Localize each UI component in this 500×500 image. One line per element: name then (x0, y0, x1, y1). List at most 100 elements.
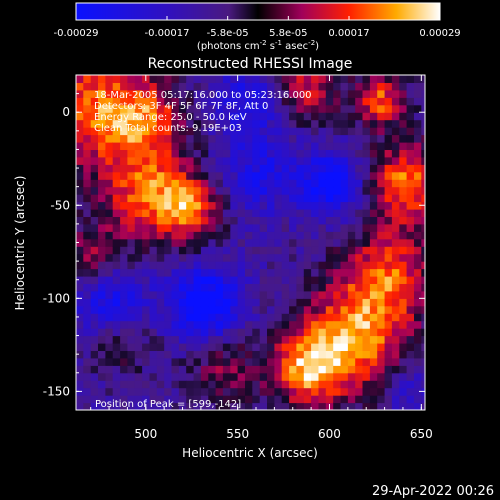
heatmap-cell (230, 313, 239, 322)
heatmap-cell (303, 290, 312, 299)
heatmap-cell (245, 119, 253, 128)
heatmap-cell (384, 142, 393, 150)
heatmap-cell (237, 179, 246, 188)
heatmap-cell (120, 179, 128, 188)
heatmap-cell (98, 313, 106, 322)
heatmap-cell (289, 357, 297, 366)
heatmap-cell (105, 320, 114, 329)
heatmap-cell (127, 372, 136, 381)
heatmap-cell (76, 194, 84, 203)
heatmap-cell (259, 97, 268, 106)
heatmap-cell (340, 261, 349, 270)
heatmap-cell (237, 149, 246, 158)
heatmap-cell (134, 350, 143, 359)
heatmap-cell (274, 387, 283, 396)
heatmap-cell (267, 75, 275, 83)
heatmap-cell (193, 231, 202, 240)
heatmap-cell (171, 223, 180, 232)
heatmap-cell (377, 305, 386, 314)
heatmap-cell (296, 253, 305, 262)
heatmap-cell (193, 402, 202, 410)
heatmap-cell (267, 268, 275, 277)
heatmap-cell (245, 179, 253, 188)
heatmap-cell (325, 268, 334, 277)
heatmap-cell (421, 290, 425, 299)
heatmap-cell (384, 97, 393, 106)
heatmap-cell (384, 253, 393, 262)
heatmap-cell (98, 231, 106, 240)
heatmap-cell (90, 343, 99, 351)
heatmap-cell (127, 283, 136, 292)
heatmap-cell (281, 253, 290, 262)
heatmap-cell (303, 283, 312, 292)
heatmap-cell (406, 313, 415, 322)
heatmap-cell (112, 372, 121, 381)
heatmap-cell (252, 223, 261, 232)
heatmap-cell (281, 238, 290, 247)
heatmap-cell (391, 142, 400, 150)
heatmap-cell (200, 164, 209, 173)
heatmap-cell (90, 82, 99, 91)
heatmap-cell (362, 201, 371, 210)
heatmap-cell (391, 223, 400, 232)
heatmap-cell (414, 402, 422, 410)
heatmap-cell (230, 186, 239, 195)
heatmap-cell (215, 283, 224, 292)
heatmap-cell (274, 201, 283, 210)
heatmap-cell (215, 75, 224, 83)
heatmap-cell (384, 134, 393, 143)
heatmap-cell (127, 343, 136, 351)
heatmap-cell (186, 328, 195, 337)
heatmap-cell (171, 246, 180, 255)
heatmap-cell (281, 395, 290, 404)
heatmap-cell (384, 164, 393, 173)
heatmap-cell (178, 305, 187, 314)
heatmap-cell (259, 149, 268, 158)
heatmap-cell (303, 313, 312, 322)
heatmap-cell (164, 402, 173, 410)
heatmap-cell (156, 149, 165, 158)
heatmap-cell (369, 253, 378, 262)
heatmap-cell (325, 276, 334, 284)
heatmap-cell (230, 97, 239, 106)
heatmap-cell (245, 298, 253, 307)
heatmap-cell (362, 350, 371, 359)
heatmap-cell (414, 112, 422, 121)
heatmap-cell (178, 395, 187, 404)
heatmap-cell (193, 395, 202, 404)
heatmap-cell (289, 290, 297, 299)
heatmap-cell (193, 82, 202, 91)
heatmap-cell (377, 104, 386, 113)
heatmap-cell (134, 97, 143, 106)
heatmap-cell (200, 223, 209, 232)
heatmap-cell (421, 328, 425, 337)
heatmap-cell (98, 82, 106, 91)
heatmap-cell (193, 253, 202, 262)
heatmap-cell (90, 313, 99, 322)
heatmap-cell (267, 238, 275, 247)
heatmap-cell (252, 186, 261, 195)
heatmap-cell (215, 112, 224, 121)
heatmap-cell (178, 238, 187, 247)
heatmap-cell (289, 149, 297, 158)
heatmap-cell (90, 171, 99, 180)
heatmap-cell (245, 201, 253, 210)
heatmap-cell (178, 372, 187, 381)
heatmap-cell (303, 395, 312, 404)
heatmap-cell (311, 328, 319, 337)
heatmap-cell (230, 395, 239, 404)
heatmap-cell (318, 134, 327, 143)
heatmap-cell (245, 313, 253, 322)
heatmap-cell (318, 357, 327, 366)
heatmap-cell (134, 231, 143, 240)
heatmap-cell (222, 75, 231, 83)
heatmap-cell (421, 179, 425, 188)
heatmap-cell (112, 179, 121, 188)
heatmap-cell (340, 75, 349, 83)
heatmap-cell (142, 179, 150, 188)
heatmap-cell (127, 201, 136, 210)
heatmap-cell (384, 104, 393, 113)
heatmap-cell (267, 194, 275, 203)
heatmap-cell (193, 268, 202, 277)
heatmap-cell (193, 194, 202, 203)
